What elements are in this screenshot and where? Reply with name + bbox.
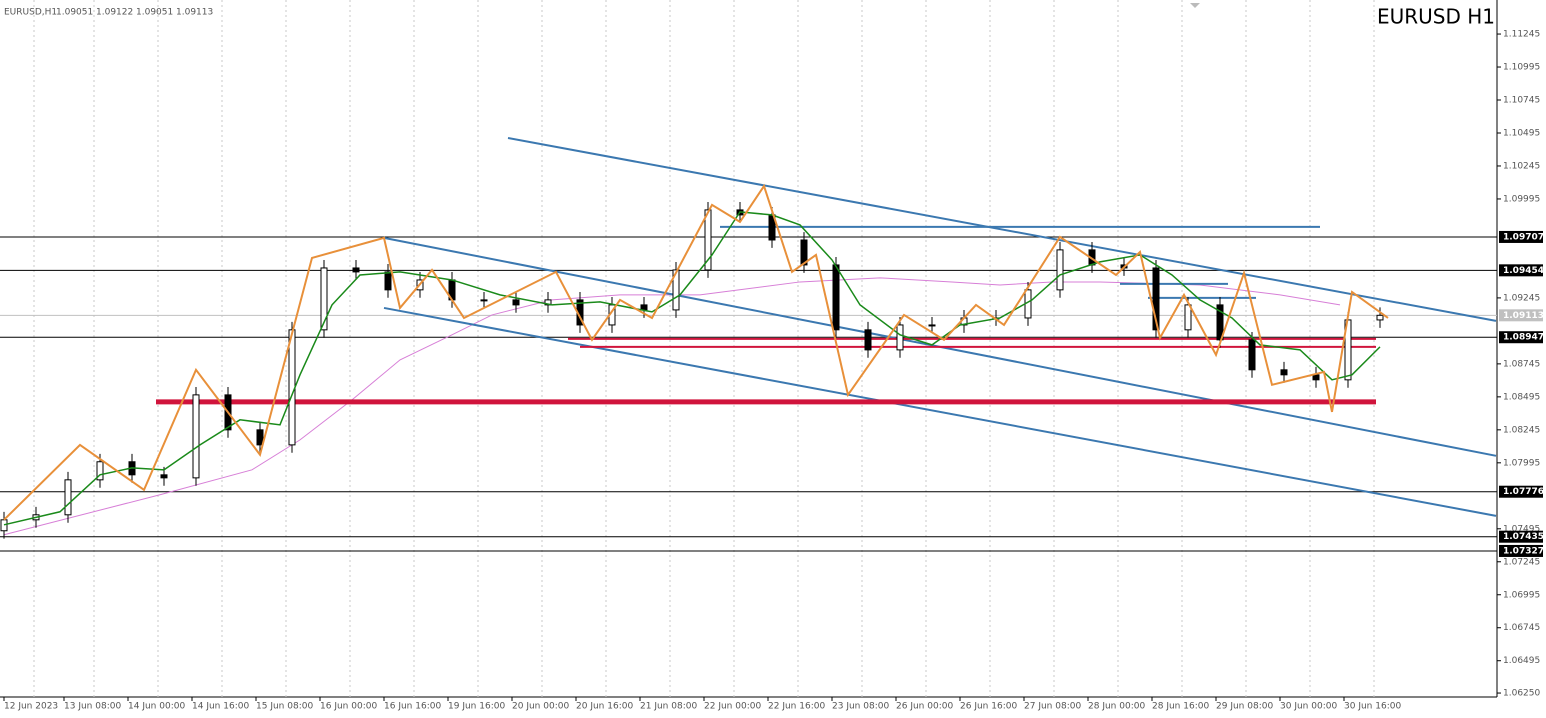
price-label: 1.08947 xyxy=(1503,333,1544,343)
x-tick-label: 26 Jun 16:00 xyxy=(960,702,1017,712)
candle-body xyxy=(1280,369,1288,376)
y-tick-label: 1.10995 xyxy=(1503,63,1540,73)
candle-body xyxy=(1056,249,1064,291)
candle-body xyxy=(480,299,488,302)
x-tick-label: 30 Jun 00:00 xyxy=(1280,702,1337,712)
x-tick-label: 20 Jun 16:00 xyxy=(576,702,633,712)
x-tick-label: 20 Jun 00:00 xyxy=(512,702,569,712)
y-tick-label: 1.06495 xyxy=(1503,656,1540,666)
x-tick-label: 14 Jun 00:00 xyxy=(128,702,185,712)
y-tick-label: 1.10245 xyxy=(1503,161,1540,171)
candle-body xyxy=(896,324,904,351)
x-tick-label: 12 Jun 2023 xyxy=(4,702,58,712)
candle-body xyxy=(704,209,712,271)
x-tick-label: 22 Jun 00:00 xyxy=(704,702,761,712)
price-label-box xyxy=(1499,331,1543,344)
price-label-box xyxy=(1499,530,1543,543)
candle-body xyxy=(512,299,520,306)
y-tick-label: 1.07495 xyxy=(1503,524,1540,534)
fast-ma xyxy=(3,211,1381,526)
header-price: 1.09122 xyxy=(96,8,133,18)
header-price: 1.09051 xyxy=(56,8,93,18)
price-label: 1.07776 xyxy=(1503,487,1544,497)
candle-body xyxy=(864,329,872,351)
x-tick-label: 28 Jun 16:00 xyxy=(1152,702,1209,712)
price-label-box xyxy=(1499,264,1543,277)
candle-body xyxy=(160,474,168,479)
y-tick-label: 1.06250 xyxy=(1503,689,1540,699)
y-tick-label: 1.11245 xyxy=(1503,30,1540,40)
header-price: 1.09051 xyxy=(136,8,173,18)
header-symbol: EURUSD,H1 xyxy=(4,8,57,18)
candle-body xyxy=(1152,267,1160,331)
chart-title: EURUSD H1 xyxy=(1377,5,1495,29)
x-tick-label: 13 Jun 08:00 xyxy=(64,702,121,712)
candle-body xyxy=(320,267,328,331)
y-tick-label: 1.09995 xyxy=(1503,194,1540,204)
price-label: 1.09707 xyxy=(1503,232,1544,242)
candle-body xyxy=(352,267,360,273)
candle-body xyxy=(384,271,392,291)
candle-body xyxy=(64,479,72,516)
candle-body xyxy=(1184,304,1192,331)
x-tick-label: 28 Jun 00:00 xyxy=(1088,702,1145,712)
price-label-box xyxy=(1499,485,1543,498)
x-tick-label: 29 Jun 08:00 xyxy=(1216,702,1273,712)
candle-body xyxy=(544,299,552,306)
price-label: 1.07327 xyxy=(1503,546,1544,556)
candle-body xyxy=(832,264,840,331)
candle-body xyxy=(1248,339,1256,371)
x-tick-label: 23 Jun 08:00 xyxy=(832,702,889,712)
y-tick-label: 1.07245 xyxy=(1503,557,1540,567)
candle-body xyxy=(672,269,680,311)
x-tick-label: 30 Jun 16:00 xyxy=(1344,702,1401,712)
channel-line xyxy=(507,137,1497,322)
x-tick-label: 16 Jun 16:00 xyxy=(384,702,441,712)
price-label: 1.07435 xyxy=(1503,532,1544,542)
candle-body xyxy=(1312,374,1320,381)
price-label: 1.09113 xyxy=(1503,311,1544,321)
y-tick-label: 1.09245 xyxy=(1503,293,1540,303)
price-label-box xyxy=(1499,230,1543,243)
candle-body xyxy=(96,461,104,481)
y-tick-label: 1.07995 xyxy=(1503,458,1540,468)
candle-body xyxy=(256,429,264,446)
y-tick-label: 1.10745 xyxy=(1503,96,1540,106)
x-tick-label: 15 Jun 08:00 xyxy=(256,702,313,712)
y-tick-label: 1.06995 xyxy=(1503,590,1540,600)
x-tick-label: 19 Jun 16:00 xyxy=(448,702,505,712)
x-tick-label: 16 Jun 00:00 xyxy=(320,702,377,712)
y-tick-label: 1.06745 xyxy=(1503,623,1540,633)
candle-body xyxy=(1376,314,1384,321)
x-tick-label: 21 Jun 08:00 xyxy=(640,702,697,712)
candle-body xyxy=(640,304,648,311)
zigzag xyxy=(3,183,1389,521)
slow-ma xyxy=(3,277,1341,536)
candle-body xyxy=(288,329,296,446)
price-label: 1.09454 xyxy=(1503,266,1544,276)
header-price: 1.09113 xyxy=(176,8,213,18)
x-tick-label: 26 Jun 00:00 xyxy=(896,702,953,712)
y-tick-label: 1.10495 xyxy=(1503,128,1540,138)
price-label-box xyxy=(1499,544,1543,557)
x-tick-label: 14 Jun 16:00 xyxy=(192,702,249,712)
y-tick-label: 1.08245 xyxy=(1503,425,1540,435)
candle-body xyxy=(0,519,8,532)
candle-body xyxy=(928,324,936,327)
y-tick-label: 1.08745 xyxy=(1503,359,1540,369)
candle-body xyxy=(1216,304,1224,341)
y-tick-label: 1.08495 xyxy=(1503,392,1540,402)
x-tick-label: 27 Jun 08:00 xyxy=(1024,702,1081,712)
channel-line xyxy=(383,306,1497,517)
candle-body xyxy=(800,239,808,266)
scroll-marker xyxy=(1190,3,1200,8)
price-label-box xyxy=(1499,309,1543,322)
x-tick-label: 22 Jun 16:00 xyxy=(768,702,825,712)
candle-body xyxy=(192,394,200,479)
